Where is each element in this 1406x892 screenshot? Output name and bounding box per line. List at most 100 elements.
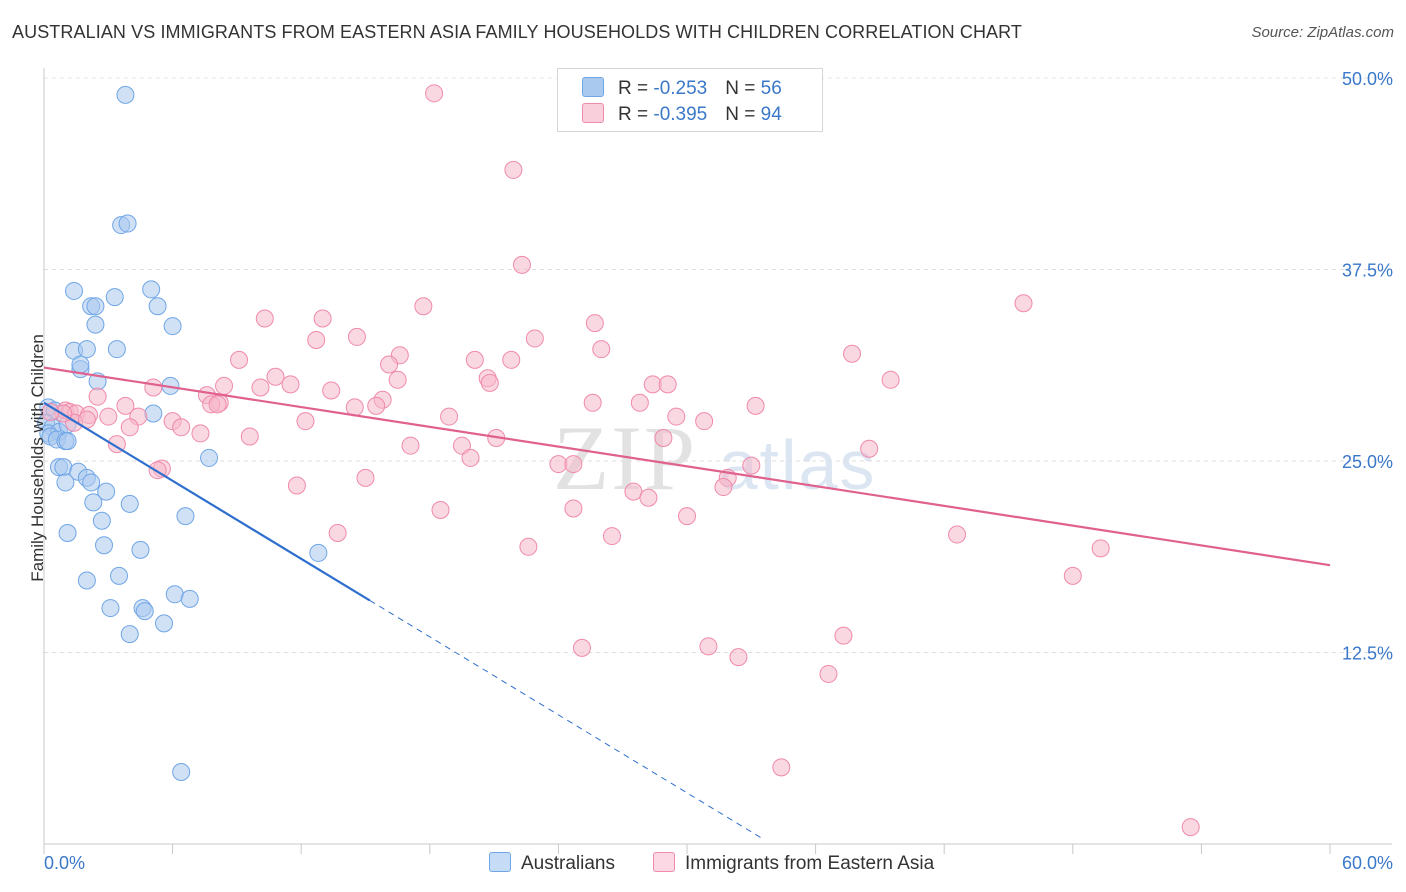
data-point xyxy=(699,637,718,656)
data-point xyxy=(322,381,341,400)
data-point xyxy=(328,524,347,543)
data-point xyxy=(208,395,227,414)
data-point xyxy=(746,396,765,415)
data-point xyxy=(176,507,195,526)
data-point xyxy=(401,436,420,455)
n-label: N = xyxy=(725,104,761,125)
trend-line-extension xyxy=(369,599,763,839)
series-australians xyxy=(37,85,328,781)
data-point xyxy=(380,355,399,374)
data-point xyxy=(678,507,696,526)
y-axis-label: Family Households with Children xyxy=(28,334,47,582)
data-point xyxy=(307,330,326,349)
data-point xyxy=(107,340,126,359)
data-point xyxy=(525,329,544,348)
data-point xyxy=(624,482,643,501)
chart-title: AUSTRALIAN VS IMMIGRANTS FROM EASTERN AS… xyxy=(12,22,1023,42)
data-point xyxy=(564,455,583,474)
source-label: Source: ZipAtlas.com xyxy=(1251,24,1394,41)
legend-row-immigrants: R = -0.395 N = 94 xyxy=(582,103,782,126)
data-point xyxy=(425,84,444,103)
data-point xyxy=(313,309,332,328)
data-point xyxy=(240,427,259,446)
data-point xyxy=(1063,566,1082,585)
data-point xyxy=(643,375,662,394)
bottom-legend-label-australians: Australians xyxy=(521,853,615,874)
data-point xyxy=(1181,818,1200,837)
data-point xyxy=(120,625,139,644)
tick-labels: 12.5% 25.0% 37.5% 50.0% 0.0% 60.0% xyxy=(44,69,1393,873)
stats-legend: R = -0.253 N = 56 R = -0.395 N = 94 xyxy=(557,68,823,132)
axes xyxy=(43,68,1392,854)
data-point xyxy=(251,378,270,397)
data-point xyxy=(99,407,118,426)
r-value: -0.253 xyxy=(653,78,708,99)
data-point xyxy=(639,488,658,507)
trend-line-australians xyxy=(43,401,371,602)
data-point xyxy=(77,340,96,359)
data-point xyxy=(843,344,862,363)
data-point xyxy=(881,370,900,389)
data-point xyxy=(230,350,249,369)
data-point xyxy=(86,297,105,316)
data-point xyxy=(56,473,75,492)
legend-swatch-immigrants xyxy=(582,103,604,123)
data-point xyxy=(549,455,568,474)
y-tick-label: 12.5% xyxy=(1342,644,1393,664)
data-point xyxy=(118,214,137,233)
data-point xyxy=(65,281,84,300)
y-tick-label: 50.0% xyxy=(1342,69,1393,89)
data-point xyxy=(519,537,538,556)
data-point xyxy=(101,599,120,618)
data-point xyxy=(116,85,135,104)
data-point xyxy=(255,309,274,328)
data-point xyxy=(120,418,139,437)
series-immigrants xyxy=(41,84,1200,837)
data-point xyxy=(296,412,315,431)
trend-lines xyxy=(43,366,1331,839)
data-point xyxy=(77,571,96,590)
data-point xyxy=(658,375,677,394)
data-point xyxy=(461,448,480,467)
data-point xyxy=(572,638,591,657)
data-point xyxy=(819,664,838,683)
data-point xyxy=(131,540,150,559)
data-point xyxy=(583,393,602,412)
scatter-points xyxy=(37,84,1200,837)
data-point xyxy=(860,439,879,458)
data-point xyxy=(110,566,129,585)
r-label: R = xyxy=(618,104,654,125)
x-tick-label: 60.0% xyxy=(1342,853,1393,873)
data-point xyxy=(480,373,499,392)
data-point xyxy=(772,758,791,777)
bottom-legend-label-immigrants: Immigrants from Eastern Asia xyxy=(685,853,935,874)
data-point xyxy=(82,473,101,492)
data-point xyxy=(86,315,105,334)
data-point xyxy=(388,370,407,389)
data-point xyxy=(654,429,673,448)
data-point xyxy=(695,412,714,431)
data-point xyxy=(58,524,77,543)
legend-row-australians: R = -0.253 N = 56 xyxy=(582,77,782,100)
data-point xyxy=(1091,539,1110,558)
n-value: 56 xyxy=(760,78,782,99)
data-point xyxy=(729,648,748,667)
data-point xyxy=(742,456,761,475)
data-point xyxy=(163,317,182,336)
trend-line-immigrants xyxy=(43,366,1331,567)
data-point xyxy=(266,367,285,386)
data-point xyxy=(200,448,219,467)
data-point xyxy=(120,494,139,513)
data-point xyxy=(191,424,210,443)
data-point xyxy=(512,255,531,274)
data-point xyxy=(142,280,161,299)
y-tick-label: 37.5% xyxy=(1342,261,1393,281)
data-point xyxy=(172,418,191,437)
data-point xyxy=(95,536,114,555)
data-point xyxy=(281,375,300,394)
data-point xyxy=(116,396,135,415)
bottom-legend-immigrants: Immigrants from Eastern Asia xyxy=(653,852,934,875)
n-value: 94 xyxy=(760,104,782,125)
y-tick-label: 25.0% xyxy=(1342,452,1393,472)
